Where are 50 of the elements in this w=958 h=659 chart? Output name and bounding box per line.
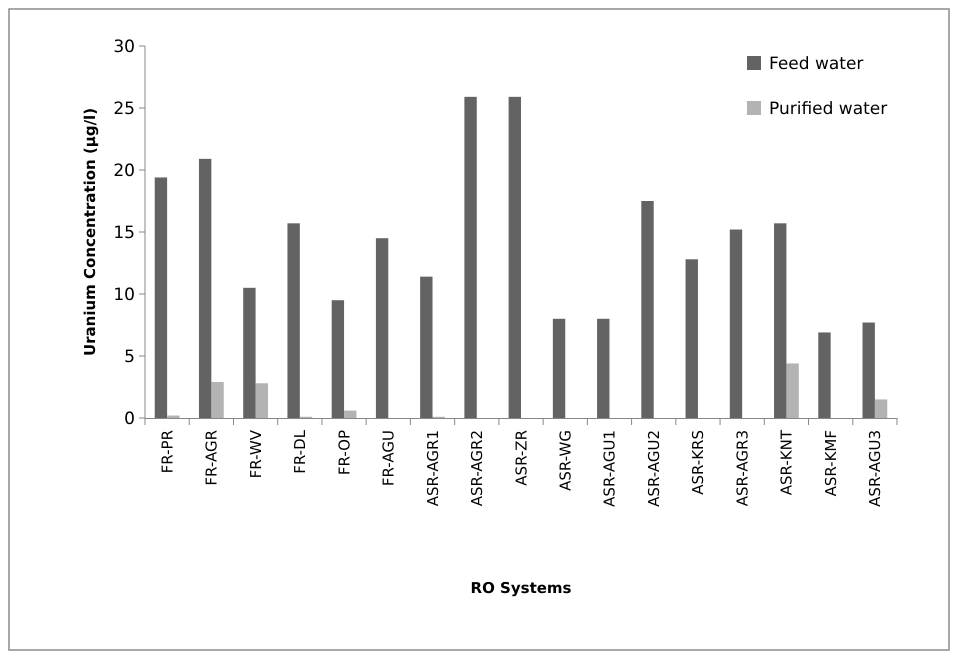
bar	[211, 382, 224, 418]
x-tick-label: FR-AGR	[202, 430, 221, 486]
x-tick-label: ASR-KMF	[822, 430, 840, 496]
legend-label: Feed water	[769, 54, 864, 74]
x-tick-label: ASR-ZR	[512, 430, 530, 486]
x-tick-label: FR-PR	[158, 430, 176, 474]
bar	[287, 223, 300, 418]
bar	[862, 322, 875, 418]
bar	[332, 300, 344, 418]
x-tick-label: ASR-AGR2	[468, 430, 486, 506]
y-tick-label: 0	[124, 408, 135, 429]
bar	[597, 318, 610, 418]
x-tick-label: ASR-AGU3	[866, 430, 884, 507]
bar	[508, 96, 521, 418]
x-tick-label: ASR-KRS	[689, 430, 708, 495]
x-tick-label: ASR-AGU2	[644, 430, 663, 507]
y-tick-label: 30	[113, 36, 135, 57]
bar	[376, 238, 388, 418]
bar	[256, 383, 268, 418]
x-tick-label: FR-WV	[246, 429, 265, 478]
y-axis-title: Uranium Concentration (µg/l)	[81, 108, 99, 356]
x-tick-label: FR-OP	[335, 430, 354, 476]
y-tick-label: 5	[124, 346, 135, 367]
bar	[154, 177, 168, 418]
x-tick-label: ASR-KNT	[778, 429, 796, 496]
y-tick-label: 20	[113, 160, 135, 181]
bar	[464, 96, 477, 418]
bar	[243, 288, 256, 418]
y-tick-label: 10	[113, 284, 135, 305]
bar	[730, 230, 742, 418]
x-tick-label: ASR-AGR1	[424, 430, 442, 506]
bar	[420, 276, 433, 418]
bar	[641, 201, 654, 418]
bar	[344, 410, 356, 418]
bar	[786, 363, 799, 418]
x-tick-label: ASR-WG	[556, 430, 574, 491]
legend-label: Purified water	[769, 98, 888, 119]
x-axis-title: RO Systems	[470, 579, 572, 597]
y-tick-label: 15	[113, 222, 135, 243]
bar	[552, 318, 566, 418]
bar	[774, 223, 786, 418]
bar	[818, 332, 831, 418]
bar	[874, 399, 888, 418]
x-tick-label: FR-AGU	[380, 430, 398, 486]
x-tick-label: FR-DL	[291, 429, 310, 474]
x-tick-label: ASR-AGU1	[600, 430, 619, 507]
y-tick-label: 25	[113, 98, 135, 119]
bar	[198, 158, 212, 418]
x-tick-label: ASR-AGR3	[733, 430, 752, 506]
bar	[686, 259, 698, 418]
